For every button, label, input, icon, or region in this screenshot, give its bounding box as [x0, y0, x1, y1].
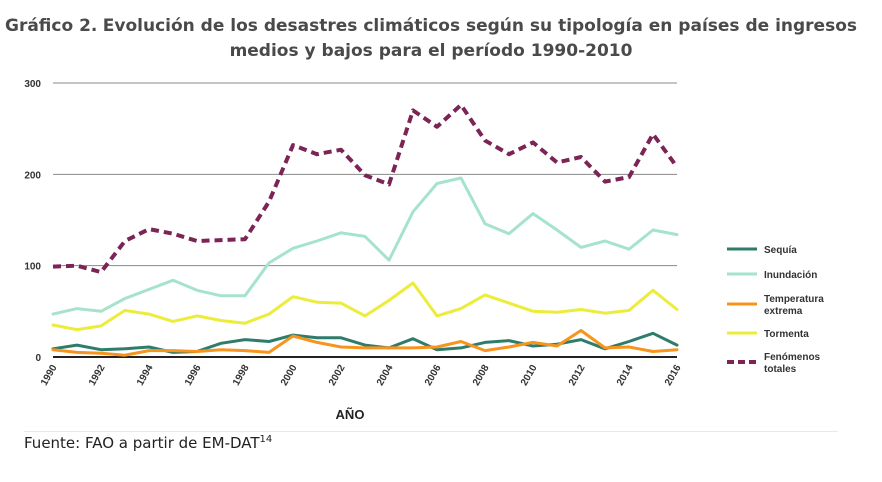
chart-title: Gráfico 2. Evolución de los desastres cl…	[0, 14, 862, 64]
chart-title-line1: Evolución de los desastres climáticos se…	[102, 16, 858, 36]
y-tick-label: 300	[24, 79, 41, 90]
series-lines	[51, 102, 679, 357]
series-line	[52, 102, 679, 275]
x-tick-label: 2016	[663, 363, 684, 388]
x-tick-label: 1996	[183, 363, 204, 388]
x-tick-label: 1994	[135, 363, 156, 388]
x-tick-label: 1998	[231, 363, 252, 388]
legend-label: Fenómenos totales	[764, 352, 821, 375]
series-line	[51, 176, 679, 316]
source-superscript: 14	[259, 434, 273, 445]
x-tick-label: 1992	[87, 363, 108, 388]
x-tick-label: 2008	[471, 363, 492, 388]
series-line	[51, 329, 679, 357]
chart-title-line2: medios y bajos para el período 1990-2010	[229, 41, 633, 61]
legend-label: Inundación	[764, 270, 817, 281]
legend: Sequía Inundación Temperatura extrema Tormen…	[727, 245, 824, 375]
x-tick-label: 2014	[615, 363, 636, 388]
grid-lines	[53, 82, 677, 358]
separator	[24, 431, 838, 432]
x-tick-label: 2012	[567, 363, 588, 388]
series-line	[51, 281, 679, 332]
chart-title-prefix: Gráfico 2.	[4, 16, 98, 36]
legend-label: Temperatura extrema	[764, 294, 824, 317]
y-tick-label: 0	[35, 353, 41, 364]
x-tick-label: 2006	[423, 363, 444, 388]
x-tick-label: 2002	[327, 363, 348, 388]
legend-label: Sequía	[764, 245, 797, 256]
line-chart: 0 100 200 300 1990 1992 1994 1996 1998 2000 2002 2…	[24, 79, 824, 422]
legend-label: Tormenta	[764, 329, 809, 340]
x-axis-label: AÑO	[336, 407, 365, 422]
y-tick-label: 200	[24, 170, 41, 181]
x-tick-label: 1990	[39, 363, 60, 388]
x-axis: 1990 1992 1994 1996 1998 2000 2002 2004 2006 2008…	[39, 363, 684, 388]
y-tick-label: 100	[24, 262, 41, 273]
x-tick-label: 2004	[375, 363, 396, 388]
source-text: Fuente: FAO a partir de EM-DAT	[24, 434, 260, 452]
x-tick-label: 2010	[519, 363, 540, 388]
y-axis: 0 100 200 300	[24, 79, 41, 364]
x-tick-label: 2000	[279, 363, 300, 388]
series-line	[51, 331, 679, 354]
source-note: Fuente: FAO a partir de EM-DAT14	[24, 434, 272, 452]
